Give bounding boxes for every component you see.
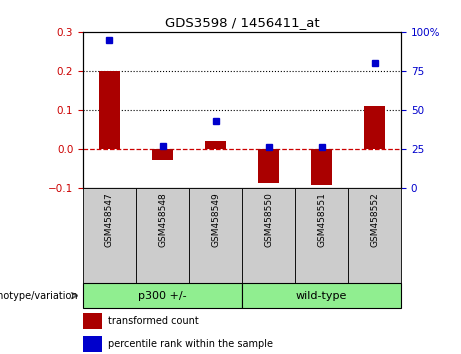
Bar (83, 313, 102, 329)
Bar (205, 141, 226, 149)
Bar (99, 71, 120, 149)
Bar (83, 283, 242, 308)
Text: GSM458548: GSM458548 (158, 193, 167, 247)
Bar (83, 188, 136, 283)
Bar (152, 149, 173, 160)
Bar (83, 336, 102, 352)
Text: GSM458549: GSM458549 (211, 193, 220, 247)
Bar (348, 188, 401, 283)
Bar (258, 149, 279, 183)
Bar (295, 188, 348, 283)
Text: GSM458550: GSM458550 (264, 193, 273, 247)
Text: GSM458552: GSM458552 (370, 193, 379, 247)
Text: wild-type: wild-type (296, 291, 347, 301)
Title: GDS3598 / 1456411_at: GDS3598 / 1456411_at (165, 16, 319, 29)
Text: percentile rank within the sample: percentile rank within the sample (108, 339, 273, 349)
Text: p300 +/-: p300 +/- (138, 291, 187, 301)
Bar (311, 149, 332, 184)
Text: GSM458551: GSM458551 (317, 193, 326, 247)
Bar (364, 106, 385, 149)
Bar (189, 188, 242, 283)
Text: genotype/variation: genotype/variation (0, 291, 78, 301)
Bar (242, 188, 295, 283)
Text: GSM458547: GSM458547 (105, 193, 114, 247)
Text: transformed count: transformed count (108, 316, 199, 326)
Bar (136, 188, 189, 283)
Bar (242, 283, 401, 308)
